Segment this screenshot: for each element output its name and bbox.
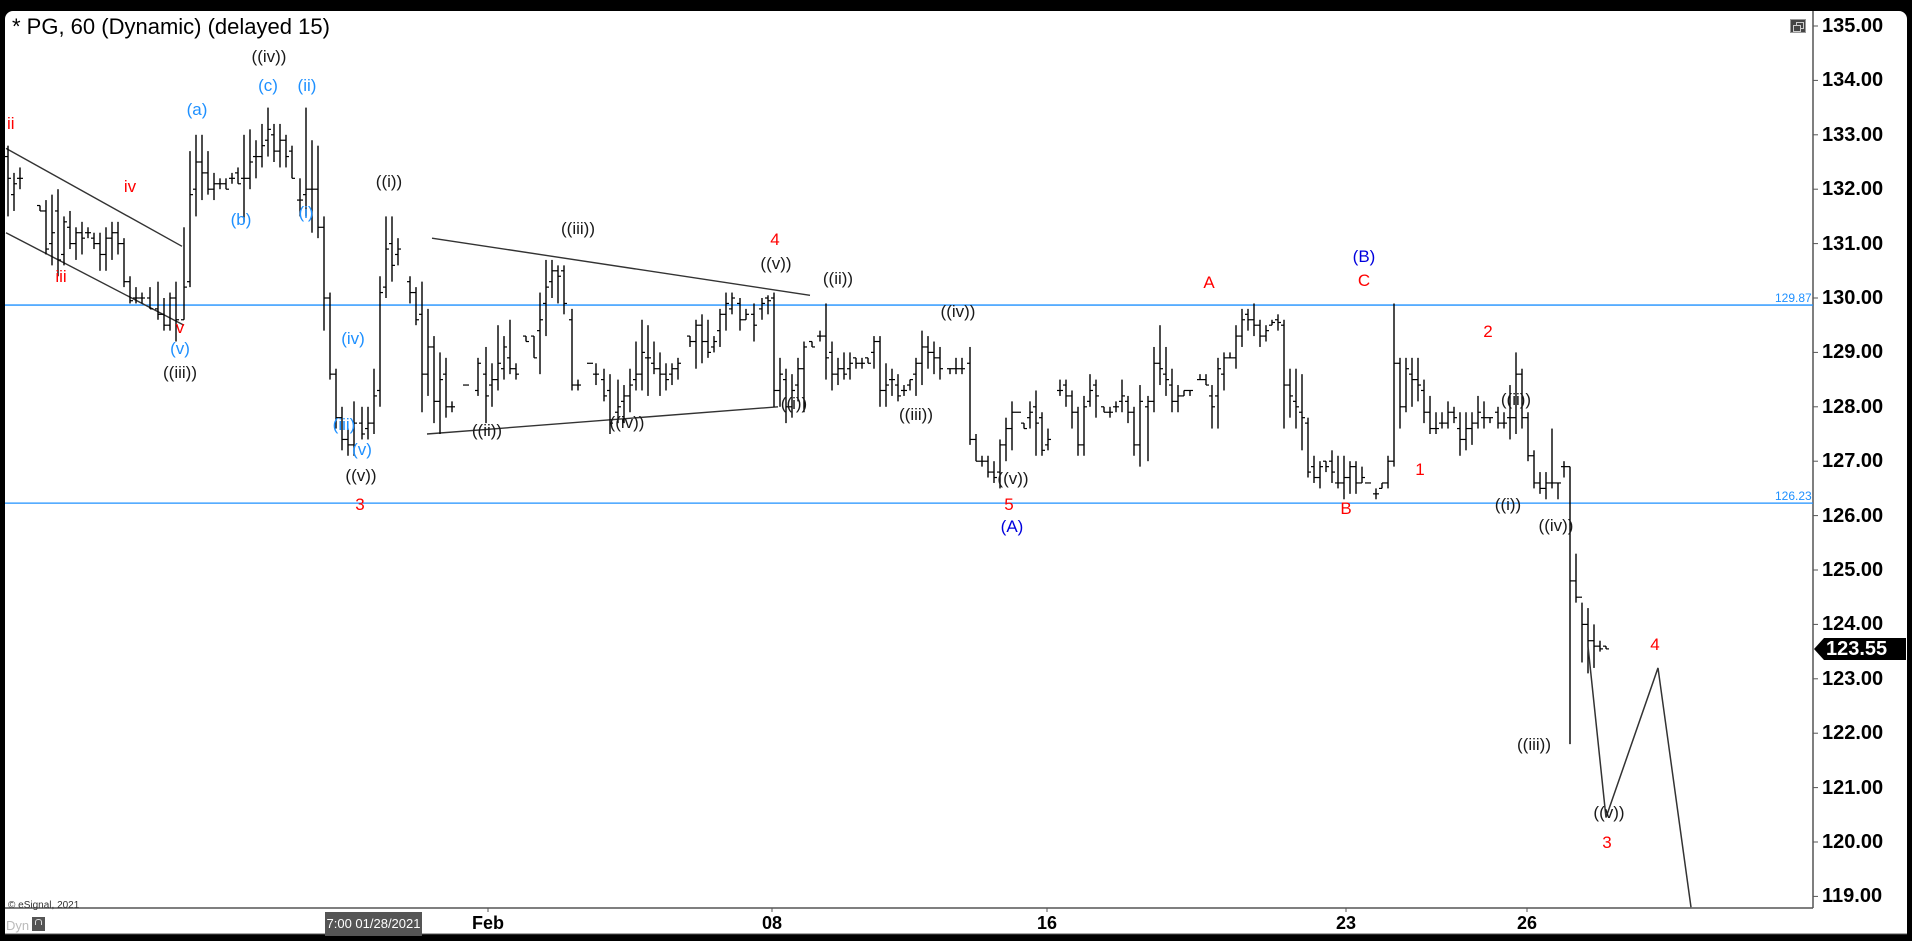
wave-label: iii — [55, 267, 67, 286]
wave-label: v — [175, 318, 185, 337]
wave-label: ((i)) — [780, 394, 808, 413]
time-tick-label: 16 — [1036, 913, 1058, 933]
wave-label: ((v)) — [1593, 803, 1625, 822]
wave-label: ((v)) — [345, 466, 377, 485]
level-label: 126.23 — [1775, 489, 1812, 504]
wave-label: (B) — [1352, 247, 1376, 266]
price-tick-label: 122.00 — [1822, 722, 1884, 745]
lock-icon[interactable] — [32, 917, 45, 931]
cursor-date-label: 7:00 01/28/2021 — [325, 912, 422, 936]
wave-label: 1 — [1415, 460, 1425, 479]
price-tick-label: 135.00 — [1822, 15, 1884, 37]
wave-label: ((iii)) — [1517, 735, 1551, 754]
price-tick-label: 127.00 — [1822, 450, 1884, 473]
wave-label: (v) — [352, 440, 372, 459]
price-tick-label: 130.00 — [1822, 287, 1884, 309]
wave-label: A — [1203, 273, 1215, 292]
ohlc-bars — [5, 107, 1609, 745]
wave-label: ((iii)) — [561, 219, 595, 238]
wave-label: 3 — [355, 495, 365, 514]
price-tick-label: 124.00 — [1822, 613, 1884, 636]
wave-label: ((i)) — [375, 172, 403, 191]
price-tick-label: 120.00 — [1822, 831, 1884, 853]
time-tick-label: 23 — [1335, 913, 1357, 933]
axes — [5, 11, 1907, 935]
wave-label: ((v)) — [760, 254, 792, 273]
time-tick-label: Feb — [471, 913, 505, 933]
price-tick-label: 126.00 — [1822, 504, 1884, 527]
wave-label: ((v)) — [997, 469, 1029, 488]
dynamic-mode-label: Dyn — [6, 918, 30, 933]
price-tick-label: 132.00 — [1822, 178, 1884, 201]
wave-label: (v) — [170, 339, 190, 358]
wave-label: ((i)) — [1494, 495, 1522, 514]
wave-label: 5 — [1004, 495, 1014, 514]
price-tick-label: 133.00 — [1822, 123, 1884, 146]
horizontal-levels — [5, 304, 1813, 504]
wave-label: (iv) — [341, 329, 365, 348]
price-tick-label: 121.00 — [1822, 776, 1884, 799]
price-tick-label: 128.00 — [1822, 395, 1884, 418]
wave-label: ((iv)) — [609, 413, 645, 432]
copyright-notice: © eSignal, 2021 — [8, 900, 80, 911]
wave-label: ((ii)) — [1500, 390, 1532, 409]
price-tick-label: 125.00 — [1822, 559, 1884, 581]
last-price-marker: 123.55 — [1814, 638, 1906, 660]
price-tick-label: 119.00 — [1822, 885, 1883, 908]
wave-label: ((ii)) — [822, 269, 854, 288]
wave-label: (a) — [186, 100, 208, 119]
wave-label: ((iv)) — [940, 302, 976, 321]
wave-label: ii — [7, 114, 15, 133]
wave-label: (iii) — [332, 415, 356, 434]
wave-label: 3 — [1602, 833, 1612, 852]
chart-window — [5, 11, 1907, 934]
wave-label: (i) — [298, 203, 314, 222]
projection-path — [1587, 646, 1692, 908]
wave-label: ((iii)) — [899, 405, 933, 424]
wave-label: (b) — [230, 210, 252, 229]
time-tick-label: 08 — [761, 913, 783, 933]
wave-label: 4 — [770, 230, 780, 249]
wave-label: (A) — [1000, 517, 1024, 536]
level-label: 129.87 — [1775, 291, 1812, 306]
wave-label: 2 — [1483, 322, 1493, 341]
wave-label: ((ii)) — [471, 421, 503, 440]
wave-label: C — [1357, 271, 1371, 290]
price-tick-label: 131.00 — [1822, 232, 1884, 255]
wave-label: ((iii)) — [163, 363, 197, 382]
wave-label: iv — [123, 177, 137, 196]
wave-label: (ii) — [297, 76, 317, 95]
time-tick-label: 26 — [1516, 913, 1538, 933]
price-tick-label: 129.00 — [1822, 341, 1884, 364]
chart-title: * PG, 60 (Dynamic) (delayed 15) — [12, 14, 330, 39]
wave-label: (c) — [258, 76, 278, 95]
wave-label: 4 — [1650, 635, 1660, 654]
restore-window-icon[interactable] — [1790, 19, 1806, 33]
wave-label: ((iv)) — [1538, 516, 1574, 535]
wave-label: ((iv)) — [251, 47, 287, 66]
wave-label: B — [1340, 499, 1352, 518]
price-tick-label: 134.00 — [1822, 69, 1884, 92]
trend-lines — [5, 147, 811, 435]
price-tick-label: 123.00 — [1822, 667, 1884, 690]
